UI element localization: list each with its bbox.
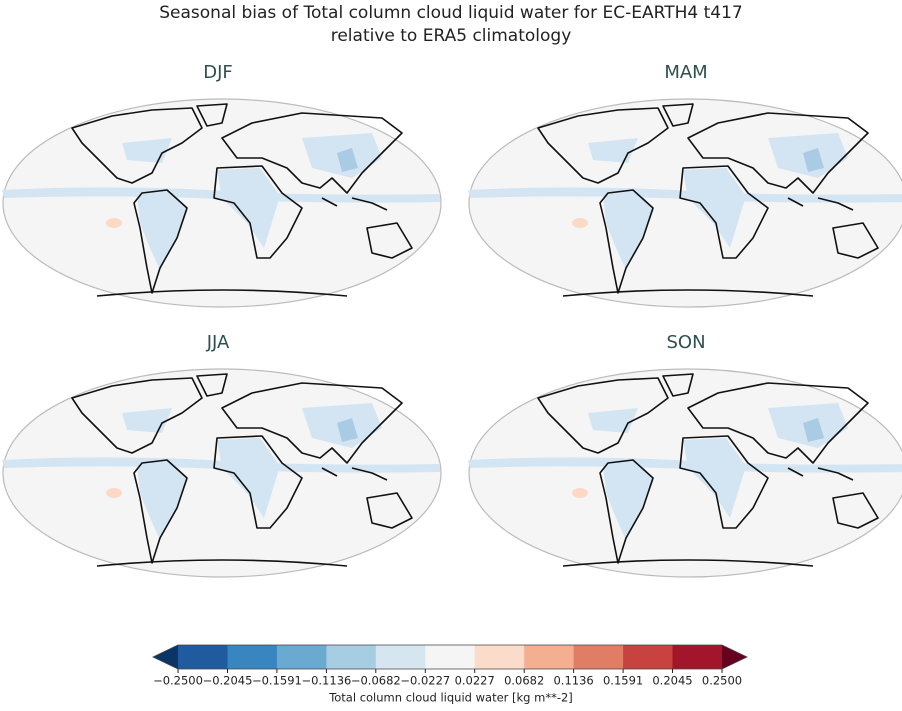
map bbox=[1, 368, 442, 578]
map bbox=[1, 98, 442, 308]
colorbar-bin bbox=[425, 645, 476, 669]
colorbar-bin bbox=[375, 645, 426, 669]
figure-subtitle: relative to ERA5 climatology bbox=[331, 26, 572, 46]
colorbar-tick-label: 0.0682 bbox=[504, 674, 544, 688]
colorbar-bin bbox=[227, 645, 278, 669]
colorbar-label: Total column cloud liquid water [kg m**-… bbox=[328, 691, 573, 705]
panel-title: JJA bbox=[206, 332, 230, 353]
panel-title: MAM bbox=[664, 62, 707, 83]
colorbar-bin bbox=[326, 645, 377, 669]
colorbar-tick-label: 0.2500 bbox=[702, 674, 742, 688]
colorbar-bin bbox=[178, 645, 229, 669]
colorbar-under bbox=[153, 645, 178, 669]
colorbar-tick-label: 0.1591 bbox=[603, 674, 643, 688]
colorbar-over bbox=[722, 645, 747, 669]
colorbar-tick-label: −0.0227 bbox=[400, 674, 450, 688]
colorbar-tick-label: −0.2045 bbox=[203, 674, 253, 688]
colorbar-bin bbox=[524, 645, 575, 669]
map bbox=[467, 368, 902, 578]
colorbar-tick-label: 0.0227 bbox=[455, 674, 495, 688]
colorbar-tick-label: 0.2045 bbox=[652, 674, 692, 688]
colorbar-bin bbox=[573, 645, 624, 669]
colorbar-bin bbox=[672, 645, 723, 669]
figure-title: Seasonal bias of Total column cloud liqu… bbox=[159, 3, 743, 23]
colorbar-bin bbox=[276, 645, 327, 669]
colorbar-tick-label: 0.1136 bbox=[553, 674, 593, 688]
colorbar-tick-label: −0.2500 bbox=[153, 674, 203, 688]
colorbar-tick-label: −0.1591 bbox=[252, 674, 302, 688]
colorbar-tick-label: −0.0682 bbox=[351, 674, 401, 688]
panel-title: DJF bbox=[203, 62, 233, 83]
colorbar-tick-label: −0.1136 bbox=[301, 674, 351, 688]
colorbar-bin bbox=[474, 645, 525, 669]
panel-title: SON bbox=[666, 332, 705, 353]
colorbar: −0.2500 −0.2045 −0.1591 −0.1136 −0.0682 −0.02… bbox=[152, 644, 748, 688]
colorbar-bin bbox=[623, 645, 673, 669]
map bbox=[467, 98, 902, 308]
